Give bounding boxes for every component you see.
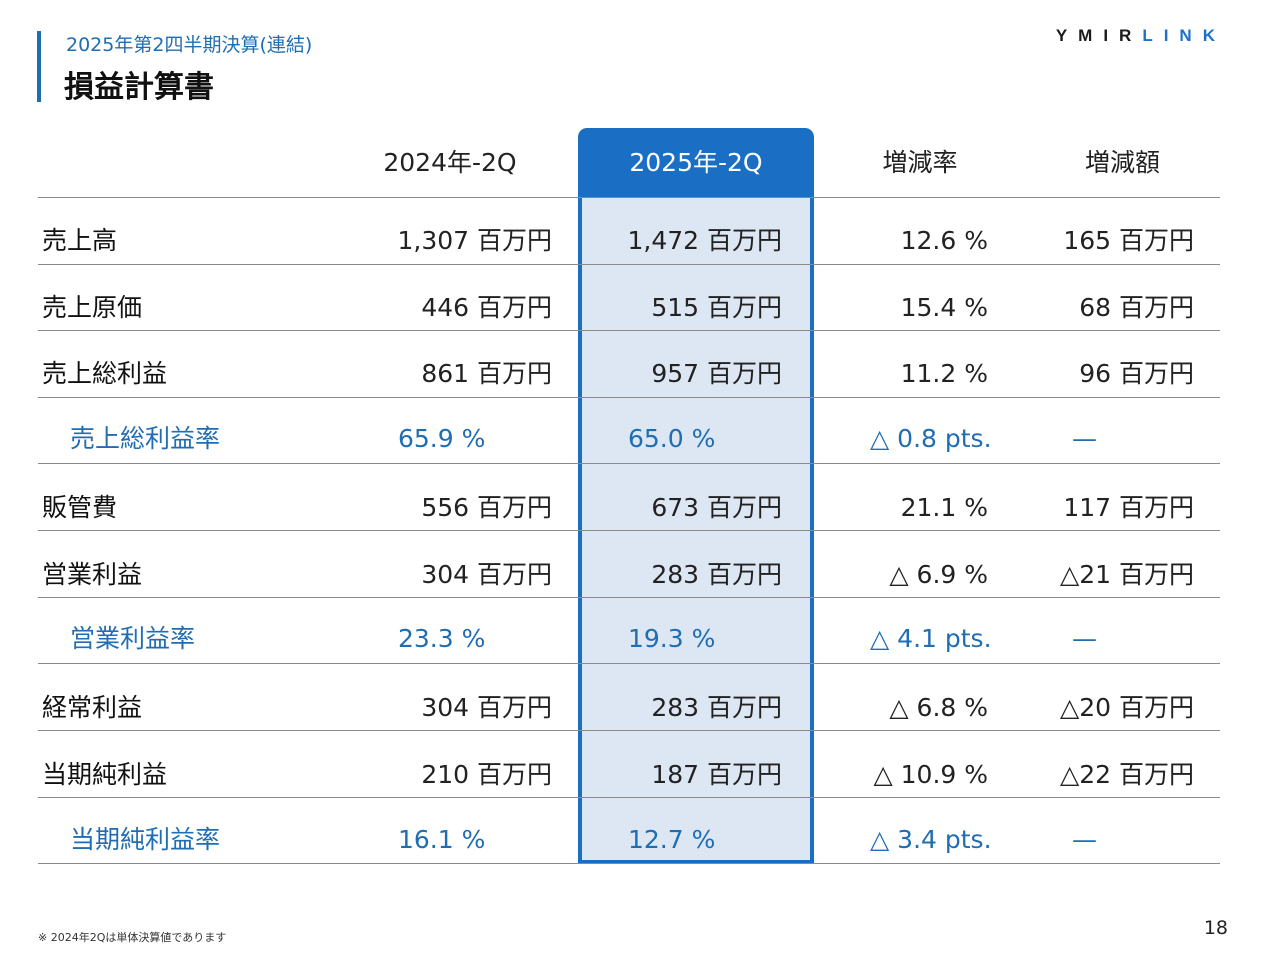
- change-amount: —: [1072, 424, 1097, 453]
- header-divider: [38, 197, 1220, 198]
- change-rate: △ 10.9 %: [873, 760, 988, 789]
- value-2024: 304 百万円: [421, 693, 552, 722]
- row-divider: [38, 397, 1220, 398]
- row-label: 販管費: [42, 493, 118, 522]
- change-amount: △22 百万円: [1060, 760, 1194, 789]
- table-row-ratio: 当期純利益率 16.1 % 12.7 % △ 3.4 pts. —: [0, 797, 1280, 863]
- value-2024: 16.1 %: [398, 825, 486, 854]
- change-amount: —: [1072, 825, 1097, 854]
- table-row: 売上総利益 861 百万円 957 百万円 11.2 % 96 百万円: [0, 331, 1280, 397]
- value-2025: 1,472 百万円: [627, 226, 782, 255]
- value-2025: 12.7 %: [628, 825, 716, 854]
- row-label: 売上高: [42, 226, 118, 255]
- logo-text-part1: YMIR: [1055, 26, 1143, 45]
- row-label: 営業利益率: [70, 624, 196, 653]
- company-logo: YMIRLINK: [1056, 26, 1226, 46]
- value-2024: 304 百万円: [421, 560, 552, 589]
- table-row: 販管費 556 百万円 673 百万円 21.1 % 117 百万円: [0, 465, 1280, 531]
- column-header-change-amount: 増減額: [1084, 148, 1160, 177]
- page-number: 18: [1203, 917, 1228, 939]
- row-label: 売上原価: [42, 293, 143, 322]
- row-label: 当期純利益: [42, 760, 168, 789]
- change-rate: 21.1 %: [900, 493, 988, 522]
- title-accent-bar: [37, 31, 41, 102]
- table-row-ratio: 営業利益率 23.3 % 19.3 % △ 4.1 pts. —: [0, 596, 1280, 662]
- row-divider: [38, 663, 1220, 664]
- change-amount: △21 百万円: [1060, 560, 1194, 589]
- row-divider: [38, 730, 1220, 731]
- table-row: 経常利益 304 百万円 283 百万円 △ 6.8 % △20 百万円: [0, 665, 1280, 731]
- row-divider: [38, 463, 1220, 464]
- table-row: 営業利益 304 百万円 283 百万円 △ 6.9 % △21 百万円: [0, 532, 1280, 598]
- row-divider: [38, 797, 1220, 798]
- table-row: 売上高 1,307 百万円 1,472 百万円 12.6 % 165 百万円: [0, 198, 1280, 264]
- change-rate: 11.2 %: [900, 359, 988, 388]
- value-2024: 556 百万円: [421, 493, 552, 522]
- value-2025: 65.0 %: [628, 424, 716, 453]
- page-subtitle: 2025年第2四半期決算(連結): [66, 34, 313, 56]
- value-2025: 187 百万円: [651, 760, 782, 789]
- column-header-2025: 2025年-2Q: [629, 148, 763, 177]
- change-rate: △ 4.1 pts.: [870, 624, 992, 653]
- value-2024: 65.9 %: [398, 424, 486, 453]
- column-header-2024: 2024年-2Q: [383, 148, 517, 177]
- value-2024: 446 百万円: [421, 293, 552, 322]
- row-divider: [38, 264, 1220, 265]
- value-2025: 515 百万円: [651, 293, 782, 322]
- value-2024: 210 百万円: [421, 760, 552, 789]
- row-label: 売上総利益率: [70, 424, 221, 453]
- row-divider: [38, 530, 1220, 531]
- row-label: 売上総利益: [42, 359, 168, 388]
- change-rate: 15.4 %: [900, 293, 988, 322]
- change-amount: 165 百万円: [1063, 226, 1194, 255]
- value-2024: 1,307 百万円: [397, 226, 552, 255]
- footnote: ※ 2024年2Qは単体決算値であります: [38, 931, 227, 944]
- value-2025: 19.3 %: [628, 624, 716, 653]
- row-label: 当期純利益率: [70, 825, 221, 854]
- value-2025: 283 百万円: [651, 560, 782, 589]
- row-label: 営業利益: [42, 560, 143, 589]
- row-label: 経常利益: [42, 693, 143, 722]
- column-header-change-rate: 増減率: [882, 148, 958, 177]
- change-rate: △ 6.8 %: [889, 693, 988, 722]
- change-rate: 12.6 %: [900, 226, 988, 255]
- change-rate: △ 3.4 pts.: [870, 825, 992, 854]
- change-rate: △ 0.8 pts.: [870, 424, 992, 453]
- value-2024: 861 百万円: [421, 359, 552, 388]
- table-row: 売上原価 446 百万円 515 百万円 15.4 % 68 百万円: [0, 265, 1280, 331]
- table-row-ratio: 売上総利益率 65.9 % 65.0 % △ 0.8 pts. —: [0, 396, 1280, 462]
- change-amount: 68 百万円: [1079, 293, 1194, 322]
- value-2025: 957 百万円: [651, 359, 782, 388]
- table-bottom-border: [38, 863, 1220, 864]
- change-amount: △20 百万円: [1060, 693, 1194, 722]
- value-2025: 673 百万円: [651, 493, 782, 522]
- value-2025: 283 百万円: [651, 693, 782, 722]
- change-rate: △ 6.9 %: [889, 560, 988, 589]
- table-row: 当期純利益 210 百万円 187 百万円 △ 10.9 % △22 百万円: [0, 732, 1280, 798]
- highlight-column-header: [578, 128, 814, 197]
- page-title: 損益計算書: [64, 70, 214, 105]
- change-amount: 117 百万円: [1063, 493, 1194, 522]
- row-divider: [38, 330, 1220, 331]
- row-divider: [38, 597, 1220, 598]
- value-2024: 23.3 %: [398, 624, 486, 653]
- change-amount: 96 百万円: [1079, 359, 1194, 388]
- logo-text-part2: LINK: [1142, 26, 1226, 45]
- change-amount: —: [1072, 624, 1097, 653]
